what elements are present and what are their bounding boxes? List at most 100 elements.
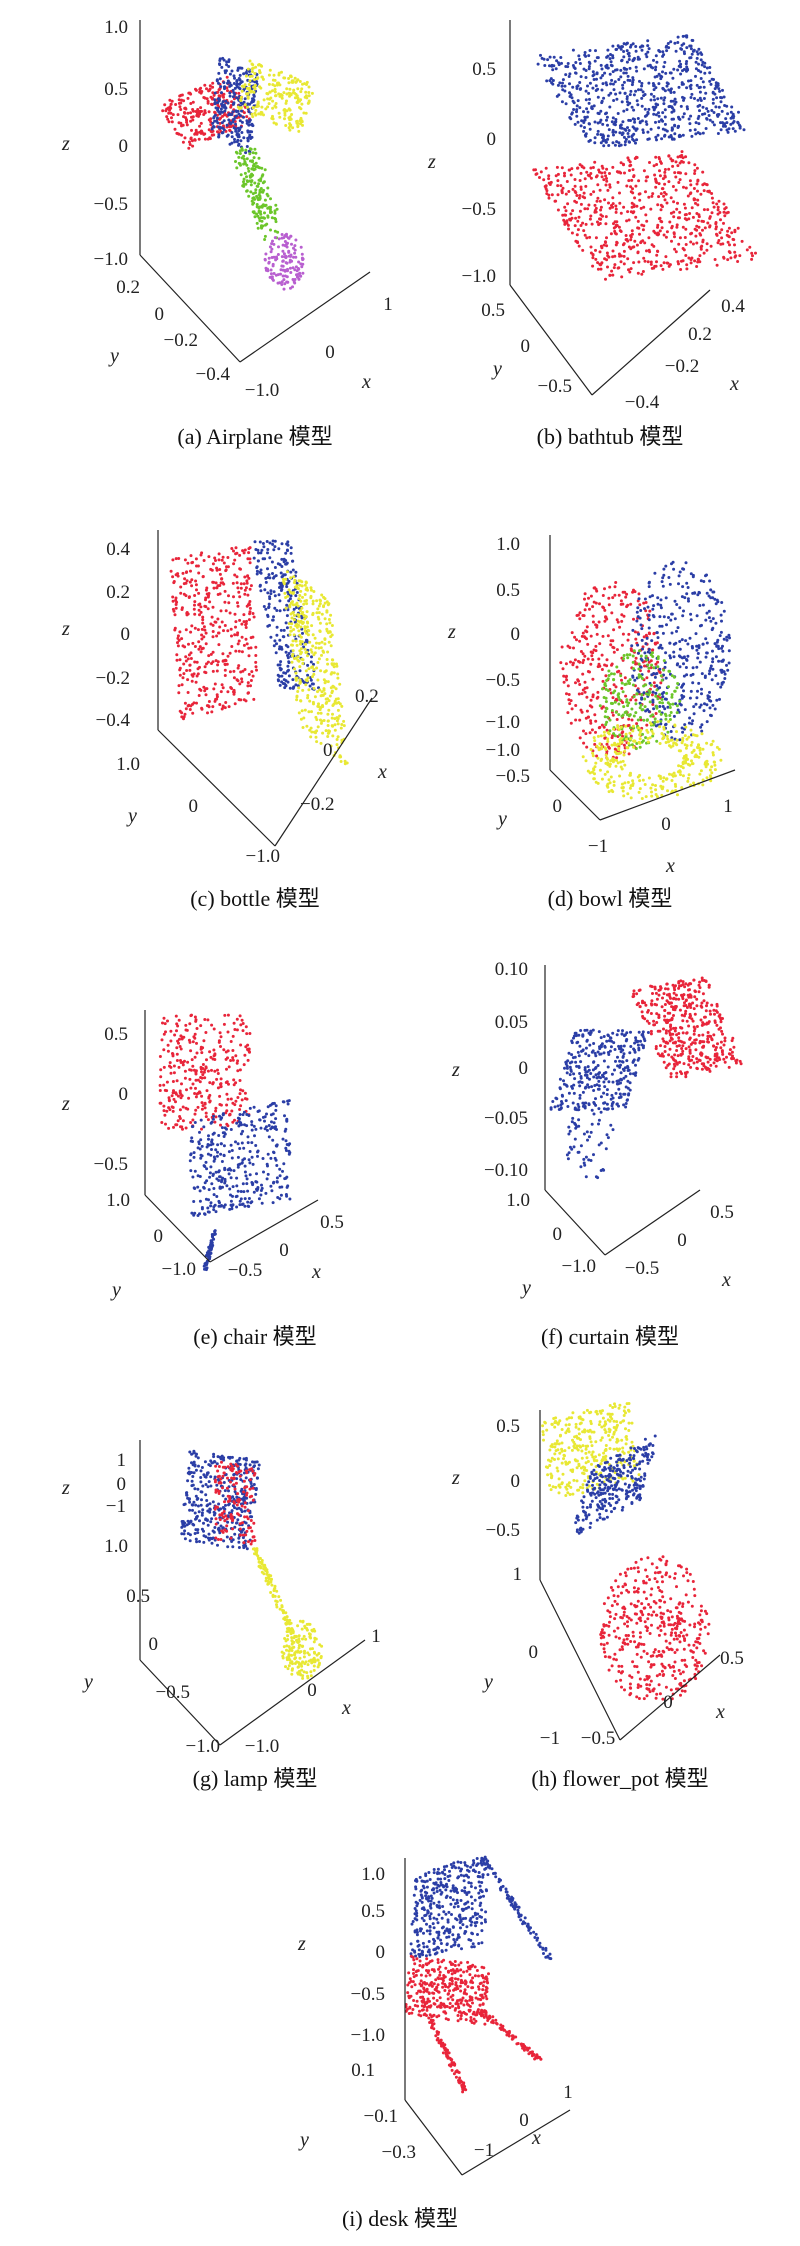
z-tick: −0.4 bbox=[96, 710, 131, 731]
panel-curtain: 0.10 0.05 0 −0.05 −0.10 1.0 0 −1.0 −0.5 … bbox=[451, 959, 743, 1349]
scatter-bathtub bbox=[532, 34, 757, 281]
z-tick: 0 bbox=[119, 136, 129, 157]
panel-caption: (i) desk 模型 bbox=[342, 2206, 458, 2231]
y-tick: 1.0 bbox=[104, 1536, 128, 1557]
x-axis-line bbox=[239, 271, 371, 363]
scatter-flower-pot bbox=[541, 1402, 711, 1701]
segment-blue bbox=[252, 539, 320, 691]
segment-red bbox=[404, 1954, 490, 2026]
x-axis-label: x bbox=[715, 1701, 725, 1723]
y-axis-label: y bbox=[82, 1671, 93, 1693]
segment-yellow bbox=[541, 1402, 641, 1497]
x-axis-label: x bbox=[377, 761, 387, 783]
z-tick: 0 bbox=[519, 1058, 529, 1079]
segment-yellow bbox=[581, 720, 723, 800]
z-tick: −1.0 bbox=[351, 2025, 385, 2046]
x-tick: 1 bbox=[383, 294, 393, 315]
z-tick: 0.5 bbox=[496, 1416, 520, 1437]
x-axis-label: x bbox=[341, 1697, 351, 1719]
segment-red bbox=[213, 1460, 257, 1546]
scatter-chair bbox=[158, 1013, 292, 1272]
z-tick: −1.0 bbox=[486, 712, 520, 733]
segment-yellow-base bbox=[280, 1619, 324, 1680]
y-axis-line bbox=[139, 1659, 221, 1746]
z-axis-label: z bbox=[61, 1477, 70, 1499]
x-tick: −0.5 bbox=[581, 1728, 615, 1749]
x-axis-line bbox=[599, 769, 736, 821]
y-tick: 1.0 bbox=[106, 1190, 130, 1211]
panel-caption: (h) flower_pot 模型 bbox=[531, 1766, 708, 1791]
panel-chair: 0.5 0 −0.5 1.0 0 −1.0 −0.5 0 0.5 z y x (… bbox=[61, 1010, 344, 1349]
z-tick: −1.0 bbox=[94, 249, 128, 270]
y-axis-line bbox=[157, 729, 276, 847]
x-tick: 0.5 bbox=[720, 1648, 744, 1669]
segment-blue bbox=[409, 1855, 490, 1959]
z-tick: 0.5 bbox=[104, 79, 128, 100]
x-tick: 1 bbox=[563, 2082, 573, 2103]
y-tick: 0 bbox=[149, 1634, 159, 1655]
x-tick: −1.0 bbox=[245, 1736, 279, 1757]
panel-bottle: 0.4 0.2 0 −0.2 −0.4 1.0 0 −1.0 0.2 0 −0.… bbox=[61, 530, 387, 911]
panel-caption: (d) bowl 模型 bbox=[548, 886, 673, 911]
y-tick: −0.5 bbox=[156, 1682, 190, 1703]
segment-blue-arm bbox=[482, 1859, 553, 1961]
segment-blue-scatter bbox=[565, 1101, 615, 1180]
panel-caption: (f) curtain 模型 bbox=[541, 1324, 679, 1349]
x-axis-label: x bbox=[531, 2127, 541, 2149]
segment-blue bbox=[536, 34, 746, 148]
y-tick: 0 bbox=[154, 1226, 164, 1247]
segment-yellow bbox=[236, 59, 314, 133]
z-tick: −1 bbox=[106, 1496, 126, 1517]
z-tick: 0 bbox=[511, 1471, 521, 1492]
x-axis-label: x bbox=[665, 855, 675, 877]
y-tick: −0.1 bbox=[364, 2106, 398, 2127]
y-tick: −1 bbox=[540, 1728, 560, 1749]
segment-blue-leg bbox=[202, 1229, 217, 1272]
y-axis-line bbox=[404, 2099, 463, 2176]
z-tick: −1.0 bbox=[462, 266, 496, 287]
segment-red bbox=[532, 150, 757, 281]
x-tick: −1 bbox=[588, 836, 608, 857]
x-tick: 0 bbox=[307, 1680, 317, 1701]
x-axis-line bbox=[209, 1199, 319, 1263]
segment-red-leg2 bbox=[476, 2008, 543, 2061]
y-tick: 0.5 bbox=[126, 1586, 150, 1607]
y-tick: 0 bbox=[155, 304, 165, 325]
panel-lamp: 1 0 −1 1.0 0.5 0 −0.5 −1.0 −1.0 0 1 z y … bbox=[61, 1440, 381, 1791]
y-axis-label: y bbox=[298, 2129, 309, 2151]
panel-desk: 1.0 0.5 0 −0.5 −1.0 0.1 −0.1 −0.3 −1 0 1… bbox=[297, 1855, 573, 2231]
x-axis-label: x bbox=[721, 1269, 731, 1291]
z-tick: −0.10 bbox=[484, 1160, 528, 1181]
panel-caption: (c) bottle 模型 bbox=[190, 886, 320, 911]
x-tick: 0 bbox=[663, 1692, 673, 1713]
x-tick: −0.2 bbox=[300, 794, 334, 815]
scatter-bowl bbox=[559, 560, 731, 800]
segment-blue bbox=[180, 1449, 261, 1551]
segment-red bbox=[631, 976, 743, 1079]
y-tick: −1.0 bbox=[162, 1259, 196, 1280]
x-axis-label: x bbox=[729, 373, 739, 395]
x-tick: 0 bbox=[325, 342, 335, 363]
panel-bathtub: 0.5 0 −0.5 −1.0 0.5 0 −0.5 −0.4 −0.2 0.2… bbox=[427, 20, 757, 449]
z-tick: 1.0 bbox=[361, 1864, 385, 1885]
x-tick: −1 bbox=[474, 2140, 494, 2161]
z-tick: 0.5 bbox=[496, 580, 520, 601]
scatter-bottle bbox=[169, 539, 349, 766]
segment-red bbox=[599, 1555, 711, 1701]
z-tick: 1.0 bbox=[496, 534, 520, 555]
segment-blue bbox=[188, 1099, 292, 1217]
z-axis-label: z bbox=[61, 618, 70, 640]
z-tick: 0.4 bbox=[106, 539, 130, 560]
segment-blue bbox=[630, 560, 731, 742]
y-tick: 0 bbox=[189, 796, 199, 817]
x-axis-line bbox=[591, 289, 711, 396]
x-axis-line bbox=[219, 1639, 366, 1746]
segment-blue bbox=[574, 1434, 657, 1535]
x-tick: 0.5 bbox=[710, 1202, 734, 1223]
y-axis-line bbox=[539, 1579, 621, 1741]
z-axis-label: z bbox=[451, 1467, 460, 1489]
panel-airplane: 1.0 0.5 0 −0.5 −1.0 0.2 0 −0.2 −0.4 −1.0… bbox=[61, 17, 393, 449]
z-axis-label: z bbox=[297, 1933, 306, 1955]
segment-blue bbox=[549, 1028, 650, 1112]
